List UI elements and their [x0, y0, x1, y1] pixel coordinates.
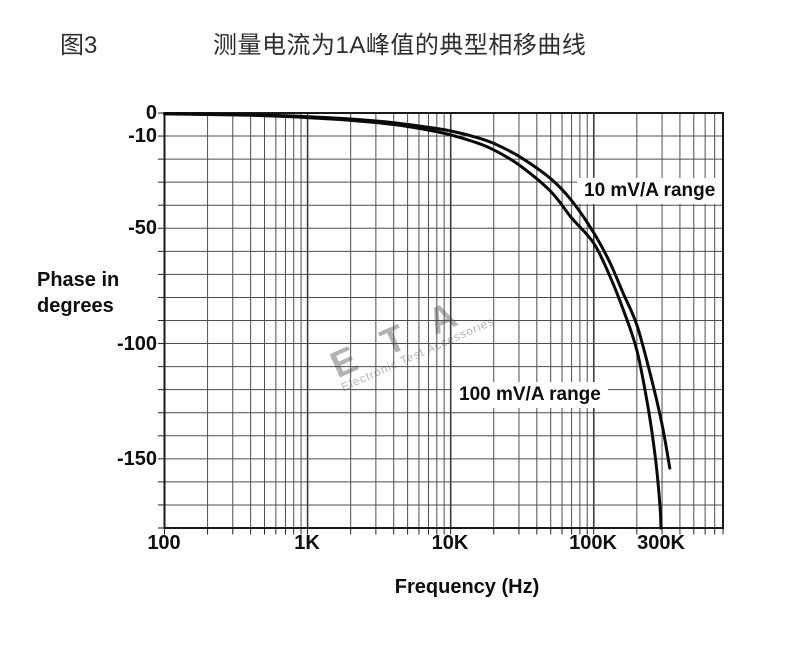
series-label-10mv-range: 10 mV/A range: [577, 178, 723, 204]
x-tick-10k: 10K: [431, 532, 469, 554]
x-axis-title: Frequency (Hz): [394, 576, 540, 598]
y-tick-neg10: -10: [128, 125, 157, 147]
y-tick-neg50: -50: [128, 217, 157, 239]
figure-title: 测量电流为1A峰值的典型相移曲线: [213, 32, 587, 59]
curve-100mv-range: [163, 112, 663, 530]
y-tick-neg150: -150: [116, 448, 157, 470]
plot-border: [163, 112, 724, 529]
figure-number: 图3: [60, 32, 98, 59]
grid-lines: [164, 113, 723, 528]
y-tick-0: 0: [145, 102, 157, 124]
y-tick-neg100: -100: [116, 333, 157, 355]
axis-tick-marks: [158, 112, 724, 535]
x-tick-100k: 100K: [569, 532, 617, 554]
y-axis-title: Phase in degrees: [37, 269, 120, 317]
x-tick-1k: 1K: [294, 532, 320, 554]
x-tick-100: 100: [147, 532, 181, 554]
series-label-100mv-range: 100 mV/A range: [452, 382, 608, 408]
x-tick-300k: 300K: [637, 532, 685, 554]
